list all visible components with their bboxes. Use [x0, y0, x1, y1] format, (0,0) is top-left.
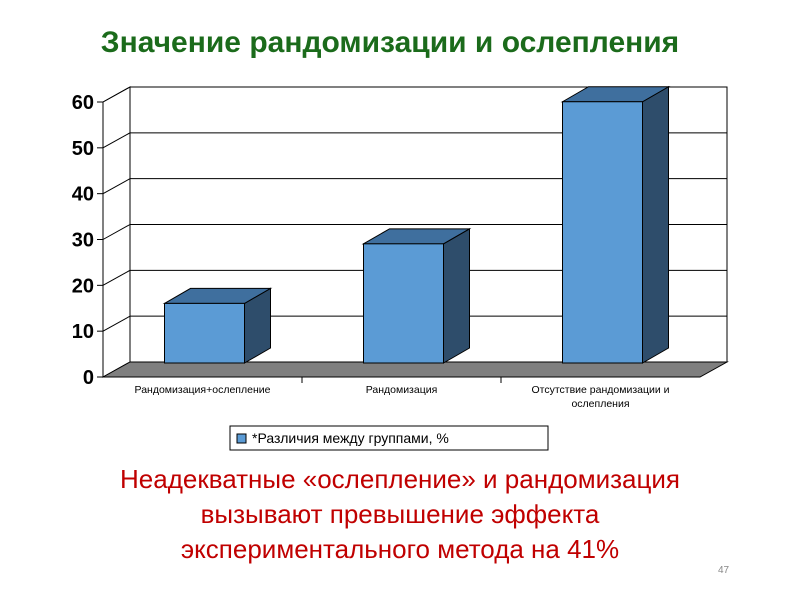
- caption-line: экспериментального метода на 41%: [180, 534, 620, 564]
- x-tick-label: Отсутствие рандомизации и: [531, 384, 669, 396]
- bar-side: [642, 85, 669, 364]
- gridline-side: [102, 315, 131, 332]
- plot-floor: [101, 361, 729, 378]
- y-tick-label: 20: [72, 275, 94, 297]
- y-tick-label: 40: [72, 184, 94, 206]
- gridline-side: [102, 132, 131, 149]
- y-tick-label: 10: [72, 321, 94, 343]
- bar: [164, 302, 245, 364]
- x-tick-label: ослепления: [571, 398, 629, 410]
- x-tick-label: Рандомизация+ослепление: [135, 384, 271, 396]
- caption-line: Неадекватные «ослепление» и рандомизация: [120, 464, 680, 494]
- bar-side: [443, 227, 470, 364]
- legend-label: *Различия между группами, %: [252, 430, 449, 446]
- y-tick-label: 30: [72, 230, 94, 252]
- bar: [562, 101, 643, 364]
- slide-title: Значение рандомизации и ослепления: [100, 26, 680, 59]
- y-tick-label: 50: [72, 138, 94, 160]
- bar: [363, 243, 444, 364]
- legend-box: [229, 425, 549, 451]
- page-number: 47: [718, 565, 730, 576]
- legend-swatch: [236, 433, 247, 444]
- gridline-side: [102, 269, 131, 286]
- gridline-side: [102, 224, 131, 240]
- slide-caption: Неадекватные «ослепление» и рандомизация…: [40, 462, 760, 567]
- y-tick-label: 0: [83, 367, 94, 389]
- bar-chart: 0 10 20 30 40 50 60 Рандомизация+ослепление Ранд…: [72, 85, 729, 451]
- y-tick-label: 60: [72, 92, 94, 114]
- x-tick-label: Рандомизация: [366, 384, 438, 396]
- gridline-side: [102, 86, 131, 103]
- caption-line: вызывают превышение эффекта: [200, 499, 600, 529]
- gridline-side: [102, 178, 131, 195]
